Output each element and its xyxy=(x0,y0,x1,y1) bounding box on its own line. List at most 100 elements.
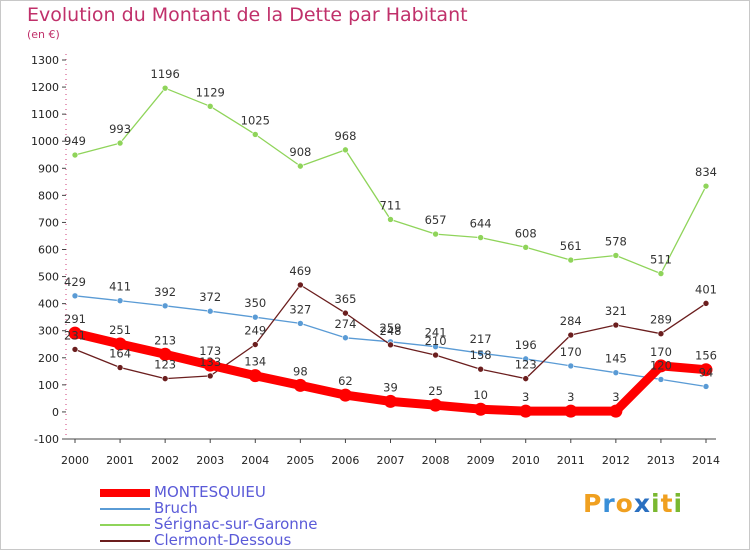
data-point-3 xyxy=(387,341,394,349)
axes: -100 0 100 200 300 400 500 600 700 800 900 1000 1100… xyxy=(31,54,720,467)
x-tick-label: 2013 xyxy=(647,454,675,467)
legend-swatch-serignac xyxy=(100,524,150,526)
data-point-0 xyxy=(384,394,397,408)
data-point-2 xyxy=(297,162,304,170)
data-label: 170 xyxy=(650,345,672,359)
data-point-3 xyxy=(251,341,259,348)
data-label: 3 xyxy=(522,390,529,404)
data-point-0 xyxy=(158,347,172,361)
data-label: 123 xyxy=(515,358,537,372)
data-point-0 xyxy=(68,326,82,340)
data-label: 274 xyxy=(334,317,356,331)
data-point-2 xyxy=(702,182,710,190)
data-point-3 xyxy=(522,375,530,382)
x-tick-label: 2011 xyxy=(557,454,585,467)
data-label: 949 xyxy=(64,134,86,148)
data-label: 392 xyxy=(154,285,176,299)
data-label: 908 xyxy=(289,145,311,159)
data-point-0 xyxy=(248,369,262,383)
data-label: 321 xyxy=(605,304,627,318)
data-label: 217 xyxy=(470,332,492,346)
legend-swatch-clermont xyxy=(100,540,150,542)
chart-subtitle: (en €) xyxy=(27,28,60,41)
y-tick-label: 500 xyxy=(38,271,59,284)
data-point-3 xyxy=(161,375,169,382)
data-label: 284 xyxy=(560,314,582,328)
data-label: 711 xyxy=(380,198,402,212)
data-label: 249 xyxy=(244,324,266,338)
data-point-1 xyxy=(161,302,169,310)
data-label: 25 xyxy=(428,384,443,398)
logo-letter: x xyxy=(633,489,651,518)
x-tick-label: 2012 xyxy=(602,454,630,467)
y-tick-label: 200 xyxy=(38,352,59,365)
y-tick-label: -100 xyxy=(34,433,59,446)
data-label: 1196 xyxy=(151,67,180,81)
y-tick-label: 1300 xyxy=(31,54,59,67)
data-label: 120 xyxy=(650,358,672,372)
y-tick-label: 600 xyxy=(38,244,59,257)
x-tick-label: 2010 xyxy=(512,454,540,467)
data-label: 291 xyxy=(64,312,86,326)
data-point-3 xyxy=(477,365,484,373)
legend-swatch-montesquieu xyxy=(100,489,150,497)
data-point-0 xyxy=(699,363,713,377)
logo-letter: i xyxy=(651,489,661,518)
data-label: 94 xyxy=(699,365,714,379)
data-point-3 xyxy=(116,364,124,371)
data-label: 251 xyxy=(109,323,131,337)
data-label: 62 xyxy=(338,374,353,388)
data-label: 173 xyxy=(199,344,221,358)
data-point-0 xyxy=(564,404,578,418)
data-label: 365 xyxy=(334,292,356,306)
y-tick-label: 300 xyxy=(38,325,59,338)
data-label: 98 xyxy=(293,364,308,378)
legend-label-serignac: Sérignac-sur-Garonne xyxy=(154,515,318,533)
data-label: 657 xyxy=(425,213,447,227)
data-point-2 xyxy=(477,234,484,241)
data-point-2 xyxy=(71,151,79,159)
data-label: 145 xyxy=(605,352,627,366)
data-label: 164 xyxy=(109,347,131,361)
data-point-1 xyxy=(297,320,304,327)
data-point-0 xyxy=(203,358,217,372)
data-point-3 xyxy=(612,321,620,329)
data-label: 834 xyxy=(695,165,717,179)
x-tick-label: 2001 xyxy=(106,454,134,467)
data-label: 372 xyxy=(199,290,221,304)
data-point-1 xyxy=(567,362,575,370)
data-label: 170 xyxy=(560,345,582,359)
logo-letter: P xyxy=(583,489,603,518)
legend-label-clermont: Clermont-Dessous xyxy=(154,531,292,549)
data-point-2 xyxy=(251,131,259,138)
data-label: 210 xyxy=(425,334,447,348)
y-tick-label: 0 xyxy=(52,406,59,419)
x-tick-label: 2014 xyxy=(692,454,720,467)
logo-letter: r xyxy=(602,489,616,518)
x-tick-label: 2000 xyxy=(61,454,89,467)
data-point-0 xyxy=(474,402,488,416)
data-point-2 xyxy=(161,84,169,92)
data-point-3 xyxy=(432,351,439,359)
x-tick-label: 2003 xyxy=(196,454,224,467)
x-tick-label: 2004 xyxy=(241,454,269,467)
proxiti-logo: Proxiti xyxy=(583,489,683,518)
data-label: 644 xyxy=(470,217,492,231)
data-label: 968 xyxy=(334,129,356,143)
data-label: 561 xyxy=(560,239,582,253)
logo-letter: o xyxy=(615,489,634,518)
x-tick-label: 2002 xyxy=(151,454,179,467)
data-label: 158 xyxy=(470,348,492,362)
data-label: 241 xyxy=(425,326,447,340)
data-point-0 xyxy=(429,398,443,412)
data-point-3 xyxy=(206,372,214,380)
y-tick-label: 900 xyxy=(38,162,59,175)
data-point-1 xyxy=(432,343,439,350)
data-label: 469 xyxy=(289,264,311,278)
data-point-2 xyxy=(612,252,620,259)
data-labels: 231 164 123 133 249 469 365 248 210 158 123 284 321 2… xyxy=(64,67,717,404)
data-point-1 xyxy=(342,334,349,342)
data-point-0 xyxy=(519,404,533,418)
data-label: 133 xyxy=(199,355,221,369)
data-label: 248 xyxy=(380,324,402,338)
